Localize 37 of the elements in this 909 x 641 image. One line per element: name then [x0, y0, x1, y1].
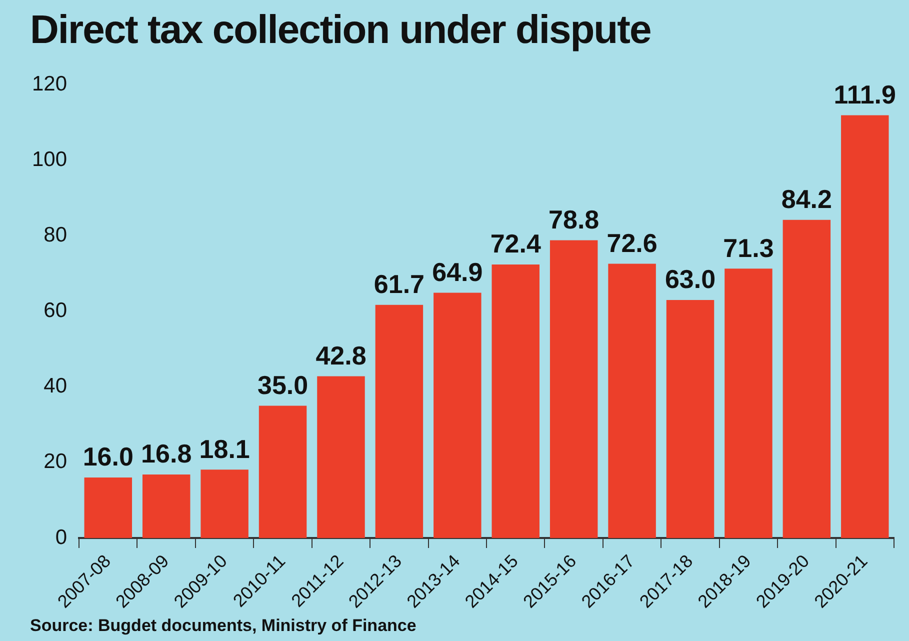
y-tick-label: 80	[44, 224, 68, 247]
data-label: 63.0	[664, 264, 716, 294]
bar	[84, 478, 132, 538]
data-label: 72.4	[490, 228, 542, 259]
data-label: 42.8	[316, 340, 366, 370]
bar	[492, 264, 540, 538]
data-label: 72.6	[606, 228, 658, 258]
y-tick-label: 20	[44, 450, 68, 474]
data-label: 16.0	[82, 442, 134, 472]
y-tick-label: 40	[44, 374, 68, 398]
bar	[317, 376, 365, 538]
bar	[550, 240, 598, 538]
bar	[724, 268, 772, 538]
data-label: 84.2	[781, 184, 832, 214]
y-tick-label: 60	[44, 299, 68, 322]
data-label: 111.9	[834, 79, 896, 110]
data-label: 35.0	[257, 370, 308, 400]
data-label: 64.9	[432, 256, 483, 287]
bar	[200, 470, 248, 538]
source-note: Source: Bugdet documents, Ministry of Finance	[30, 616, 416, 636]
bar	[608, 264, 656, 538]
data-label: 16.8	[141, 438, 192, 469]
data-label: 18.1	[199, 434, 250, 464]
y-tick-label: 0	[55, 526, 68, 549]
y-tick-label: 100	[32, 148, 68, 171]
bar	[258, 406, 307, 538]
bar	[434, 292, 482, 538]
data-label: 71.3	[723, 232, 774, 263]
chart-title: Direct tax collection under dispute	[30, 8, 651, 53]
bar	[142, 474, 190, 538]
bar	[666, 300, 714, 538]
y-tick-label: 120	[32, 72, 68, 96]
bar	[375, 304, 424, 538]
data-label: 78.8	[548, 204, 600, 234]
bar	[841, 115, 889, 538]
bar	[782, 220, 831, 538]
data-label: 61.7	[374, 269, 425, 300]
